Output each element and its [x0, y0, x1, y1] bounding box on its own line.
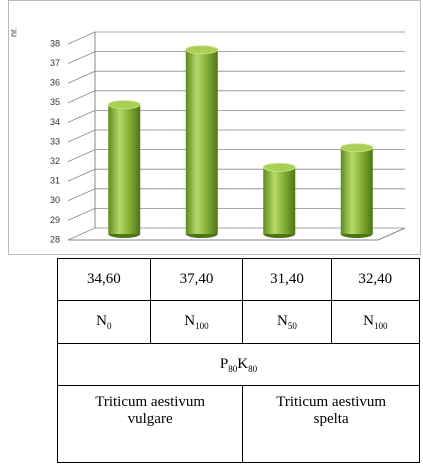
subscript: 80 — [248, 363, 258, 374]
cell: N0 — [57, 300, 151, 344]
bar-body — [263, 167, 296, 234]
cell: N100 — [330, 300, 421, 344]
cell: Triticum aestivum spelta — [242, 385, 420, 463]
y-tick-label: 28 — [50, 234, 60, 244]
subscript: 80 — [228, 363, 238, 374]
bar — [185, 45, 219, 238]
text: N — [363, 313, 374, 329]
bar-top — [262, 162, 296, 172]
cell: N50 — [242, 300, 332, 344]
cell: P80K80 — [57, 343, 420, 386]
text: N — [277, 313, 288, 329]
y-axis-label: nr. — [8, 27, 18, 37]
subscript: 50 — [287, 321, 297, 331]
bar-body — [185, 49, 218, 235]
y-tick-label: 38 — [50, 38, 60, 48]
y-tick-label: 31 — [50, 176, 60, 186]
data-table: 34,60 37,40 31,40 32,40 N0 N100 N50 N100… — [56, 258, 421, 463]
y-tick-label: 29 — [50, 215, 60, 225]
cell: 32,40 — [330, 258, 421, 301]
y-tick-label: 37 — [50, 58, 60, 68]
subscript: 100 — [373, 321, 388, 331]
bar — [340, 143, 374, 238]
text: P — [219, 355, 229, 372]
text: N — [184, 313, 196, 329]
floor-edge — [68, 227, 406, 241]
cell: 37,40 — [149, 258, 244, 301]
text: K — [237, 355, 249, 372]
y-tick-label: 30 — [50, 195, 60, 205]
subscript: 0 — [106, 321, 112, 331]
cell: 31,40 — [242, 258, 332, 301]
subscript: 100 — [195, 321, 209, 331]
cell: N100 — [149, 300, 244, 344]
y-tick-label: 33 — [50, 136, 60, 146]
y-tick-label: 36 — [50, 78, 60, 88]
y-tick-label: 35 — [50, 97, 60, 107]
bar — [107, 100, 141, 238]
bar-body — [108, 104, 141, 234]
bar — [262, 162, 296, 238]
y-tick-label: 34 — [50, 117, 60, 127]
y-tick-label: 32 — [50, 156, 60, 166]
cell: 34,60 — [57, 258, 151, 301]
chart: nr. 28 29 30 31 32 33 34 35 36 37 38 — [8, 0, 421, 255]
bar-top — [107, 100, 141, 110]
text: N — [96, 313, 107, 329]
bar-top — [185, 45, 219, 55]
cell: Triticum aestivum vulgare — [56, 385, 244, 463]
bar-body — [340, 147, 373, 234]
bar-top — [340, 143, 374, 153]
